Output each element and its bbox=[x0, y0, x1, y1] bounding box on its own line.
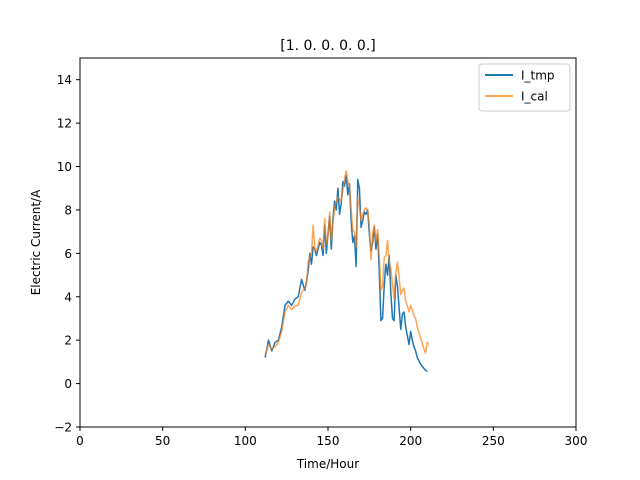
x-tick-label: 200 bbox=[399, 434, 422, 448]
y-tick-label: 14 bbox=[57, 73, 72, 87]
x-axis-label: Time/Hour bbox=[296, 457, 359, 471]
legend: I_tmp I_cal bbox=[478, 63, 571, 112]
x-tick-label: 100 bbox=[234, 434, 257, 448]
legend-label-i-tmp: I_tmp bbox=[521, 69, 555, 83]
x-tick-label: 50 bbox=[155, 434, 170, 448]
plot-lines bbox=[264, 170, 430, 373]
series-line-i-cal bbox=[264, 170, 430, 356]
y-tick-label: 12 bbox=[57, 117, 72, 131]
y-axis-ticks: −2 0 2 4 6 8 10 12 14 bbox=[54, 73, 80, 435]
x-tick-label: 250 bbox=[482, 434, 505, 448]
y-tick-label: 4 bbox=[64, 290, 72, 304]
plot-frame bbox=[79, 57, 577, 428]
x-tick-label: 0 bbox=[76, 434, 84, 448]
x-axis-ticks: 0 50 100 150 200 250 300 bbox=[76, 427, 587, 448]
y-tick-label: −2 bbox=[54, 421, 72, 435]
y-axis-label: Electric Current/A bbox=[29, 189, 43, 295]
x-tick-label: 150 bbox=[317, 434, 340, 448]
y-tick-label: 2 bbox=[64, 334, 72, 348]
y-tick-label: 6 bbox=[64, 247, 72, 261]
y-tick-label: 10 bbox=[57, 160, 72, 174]
x-tick-label: 300 bbox=[565, 434, 588, 448]
legend-label-i-cal: I_cal bbox=[521, 90, 548, 104]
y-tick-label: 8 bbox=[64, 203, 72, 217]
chart-title: [1. 0. 0. 0. 0.] bbox=[280, 38, 376, 54]
y-tick-label: 0 bbox=[64, 377, 72, 391]
